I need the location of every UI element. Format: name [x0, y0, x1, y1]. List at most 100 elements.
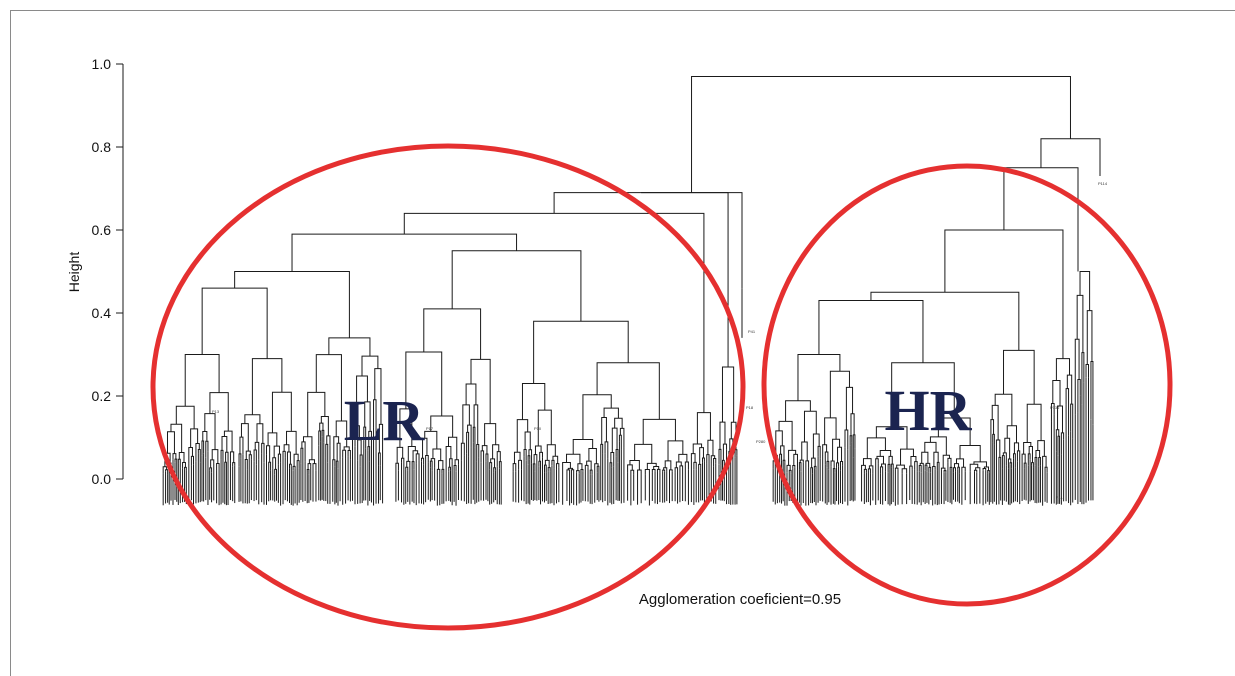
dendrogram-link: [601, 417, 607, 445]
dendrogram-link: [584, 464, 589, 471]
dendrogram-link: [448, 436, 458, 460]
dendrogram-link: [359, 454, 363, 467]
dendrogram-link: [798, 462, 802, 472]
dendrogram-link: [266, 445, 271, 463]
dendrogram-link: [516, 419, 529, 453]
dendrogram-link: [466, 431, 470, 457]
dendrogram-link: [990, 419, 995, 450]
dendrogram-link: [707, 439, 714, 456]
dendrogram-link: [830, 460, 835, 469]
dendrogram-link: [302, 436, 313, 460]
dendrogram-link: [202, 430, 208, 442]
dendrogram-link: [577, 463, 583, 471]
dendrogram-link: [412, 450, 419, 462]
dendrogram-link: [544, 459, 550, 468]
dendrogram-link: [239, 436, 244, 455]
dendrogram-link: [589, 469, 593, 475]
dendrogram-link: [845, 386, 854, 430]
dendrogram-link: [271, 391, 292, 433]
dendrogram-link: [812, 433, 820, 459]
dendrogram-link: [267, 432, 278, 447]
dendrogram-link: [1035, 449, 1041, 458]
dendrogram-link: [405, 466, 409, 471]
dendrogram-link: [887, 463, 891, 473]
dendrogram-link: [664, 460, 672, 470]
dendrogram-link: [1090, 360, 1094, 425]
dendrogram-link: [251, 358, 283, 415]
dendrogram-link: [580, 468, 584, 474]
dendrogram-link: [234, 271, 350, 338]
dendrogram-link: [651, 468, 656, 473]
dendrogram-link: [982, 467, 987, 471]
y-tick-label: 0.8: [92, 139, 112, 155]
dendrogram-link: [779, 453, 783, 464]
dendrogram-link: [961, 466, 966, 473]
dendrogram-link: [453, 465, 457, 472]
dendrogram-link: [315, 354, 342, 421]
dendrogram-link: [839, 460, 844, 471]
dendrogram-link: [793, 453, 798, 467]
dendrogram-link: [600, 443, 604, 454]
dendrogram-link: [523, 449, 527, 461]
dendrogram-link: [553, 192, 729, 367]
agglomeration-caption: Agglomeration coeficient=0.95: [639, 591, 841, 608]
dendrogram-link: [900, 448, 914, 466]
dendrogram-link: [401, 457, 405, 470]
dendrogram-link: [691, 75, 1071, 193]
dendrogram-link: [465, 383, 477, 405]
dendrogram-link: [544, 464, 547, 473]
dendrogram-link: [286, 430, 297, 455]
dendrogram-link: [1037, 440, 1045, 457]
dendrogram-link: [172, 453, 177, 460]
dendrogram-link: [983, 466, 990, 471]
dendrogram-link: [430, 458, 436, 468]
dendrogram-link: [1055, 429, 1060, 452]
dendrogram-link: [610, 451, 615, 467]
dendrogram-link: [634, 443, 653, 464]
dendrogram-link: [451, 250, 582, 322]
dendrogram-link: [489, 462, 493, 470]
dendrogram-link: [596, 465, 600, 473]
y-axis: 0.0 0.2 0.4 0.6 0.8 1.0: [92, 56, 124, 487]
dendrogram-link: [432, 448, 442, 461]
dendrogram-link: [411, 461, 415, 470]
dendrogram-link: [718, 448, 722, 466]
leaf-label: P13: [212, 409, 220, 414]
dendrogram-link: [690, 453, 696, 463]
dendrogram-link: [940, 467, 946, 471]
dendrogram-link: [273, 445, 280, 458]
dendrogram-link: [817, 445, 821, 459]
cluster-label-hr: HR: [885, 378, 973, 443]
dendrogram-link: [405, 351, 443, 416]
dendrogram-link: [1042, 455, 1047, 468]
leaf-labels: P41 P18 P114 P13 P10 P17 P280 P136 P11: [212, 181, 1108, 500]
dendrogram-link: [786, 464, 791, 473]
cluster-marks: LR HR: [150, 143, 1173, 631]
dendrogram-link: [321, 429, 325, 443]
dendrogram-link: [933, 451, 939, 467]
leaf-label: P11: [1056, 495, 1064, 500]
dendrogram-link: [211, 449, 219, 464]
dendrogram-link: [272, 457, 277, 470]
dendrogram-link: [811, 457, 816, 468]
dendrogram-link: [1052, 380, 1061, 406]
dendrogram-link: [570, 469, 575, 472]
dendrogram-link: [803, 410, 817, 443]
dendrogram-link: [361, 355, 379, 377]
leaf-label: P280: [756, 439, 766, 444]
dendrogram-link: [533, 320, 629, 384]
dendrogram-link: [888, 455, 893, 465]
dendrogram-link: [949, 466, 953, 471]
dendrogram-tree: [162, 75, 1101, 506]
dendrogram-link: [333, 436, 340, 460]
dendrogram-link: [490, 458, 496, 468]
dendrogram-link: [998, 456, 1002, 464]
dendrogram-link: [244, 414, 261, 424]
dendrogram-link: [492, 444, 500, 459]
dendrogram-link: [792, 464, 796, 469]
y-tick-label: 0.0: [92, 471, 112, 487]
dendrogram-link: [245, 450, 251, 460]
dendrogram-link: [663, 467, 668, 472]
dendrogram-link: [1028, 446, 1033, 463]
